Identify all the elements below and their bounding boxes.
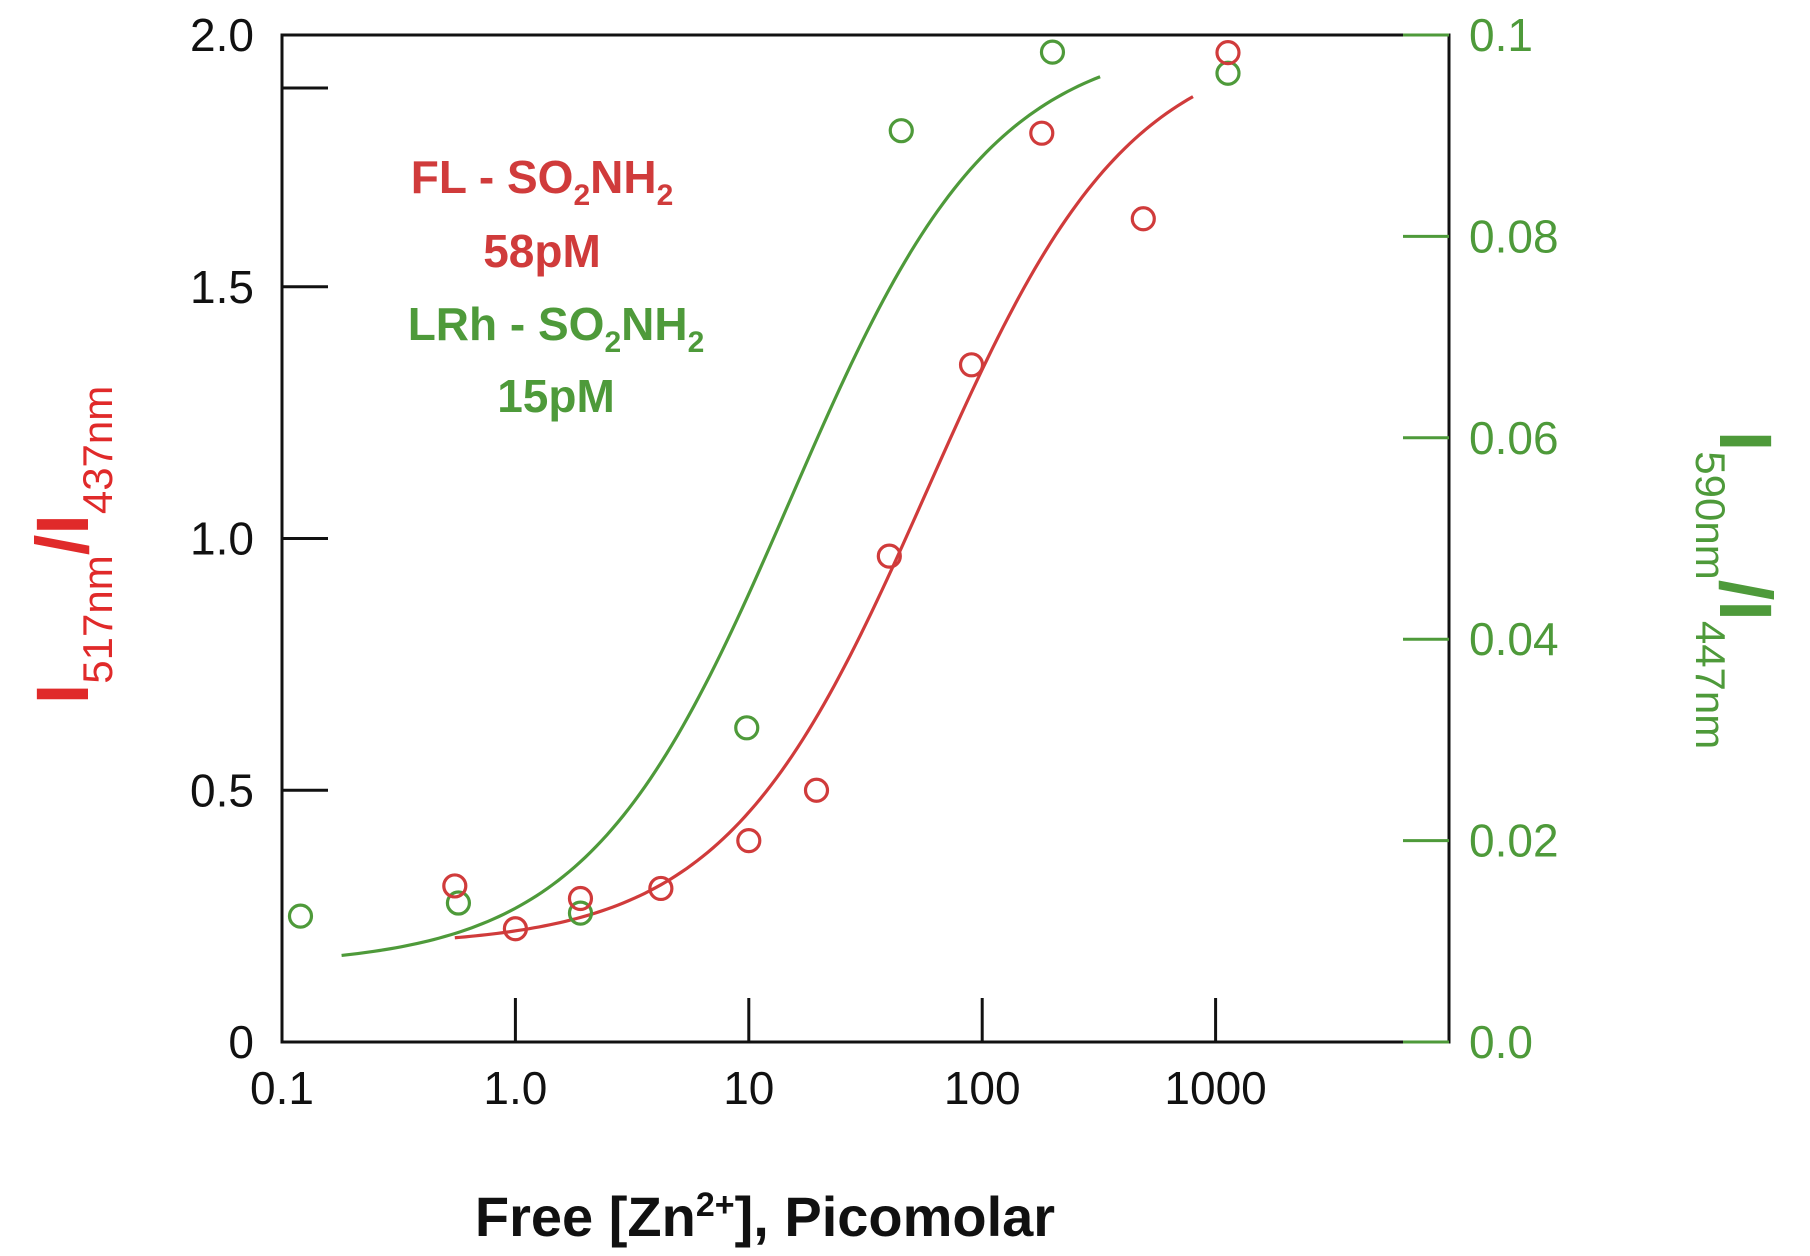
fit-curve-fl [454,95,1194,940]
data-points [287,39,1241,942]
right-tick-label: 0.1 [1469,9,1533,61]
bottom-axis-ticks: 0.1 1.0 10 100 1000 [250,998,1267,1114]
right-tick-label: 0.06 [1469,412,1559,464]
data-point-lrh [888,118,914,144]
right-tick-label: 0.0 [1469,1016,1533,1068]
fit-curves [341,75,1194,958]
left-axis-ticks: 0 0.5 1.0 1.5 2.0 [190,9,328,1068]
data-point-lrh [287,903,314,929]
left-tick-label: 1.5 [190,261,254,313]
x-tick-label: 1.0 [483,1062,547,1114]
fit-curve-lrh [341,75,1101,958]
x-tick-label: 1000 [1164,1062,1266,1114]
x-tick-label: 10 [723,1062,774,1114]
data-point-fl [736,827,762,854]
data-point-fl [502,916,529,942]
right-tick-label: 0.04 [1469,613,1559,665]
annotation-fl-name: FL - SO2NH2 [411,151,674,212]
left-tick-label: 0.5 [190,764,254,816]
data-point-lrh [567,900,594,926]
right-axis-ticks: 0.0 0.02 0.04 0.06 0.08 0.1 [1403,9,1559,1068]
data-point-fl [442,873,468,899]
data-point-fl [958,352,985,378]
data-point-lrh [1215,60,1241,86]
right-tick-label: 0.08 [1469,210,1559,262]
left-y-axis-title: I517nm/I437nm [21,386,121,705]
x-tick-label: 0.1 [250,1062,314,1114]
data-point-lrh [1039,39,1066,65]
annotation-lrh-name: LRh - SO2NH2 [408,298,705,359]
data-point-fl [1215,40,1241,66]
x-axis-title: Free [Zn2+], Picomolar [475,1185,1055,1248]
data-point-lrh [445,890,472,916]
x-tick-label: 100 [944,1062,1021,1114]
data-point-fl [1029,120,1055,146]
left-tick-label: 1.0 [190,513,254,565]
right-y-axis-title: I590nm/I447nm [1687,431,1787,750]
annotation-fl-kd: 58pM [483,225,601,277]
data-point-lrh [734,715,760,741]
right-tick-label: 0.02 [1469,815,1559,867]
data-point-fl [1130,206,1156,232]
left-tick-label: 0 [228,1016,254,1068]
data-point-fl [803,777,830,803]
annotation-lrh-kd: 15pM [497,370,615,422]
data-point-fl [567,885,594,912]
data-point-fl [876,543,902,569]
data-point-fl [648,875,674,902]
left-tick-label: 2.0 [190,9,254,61]
